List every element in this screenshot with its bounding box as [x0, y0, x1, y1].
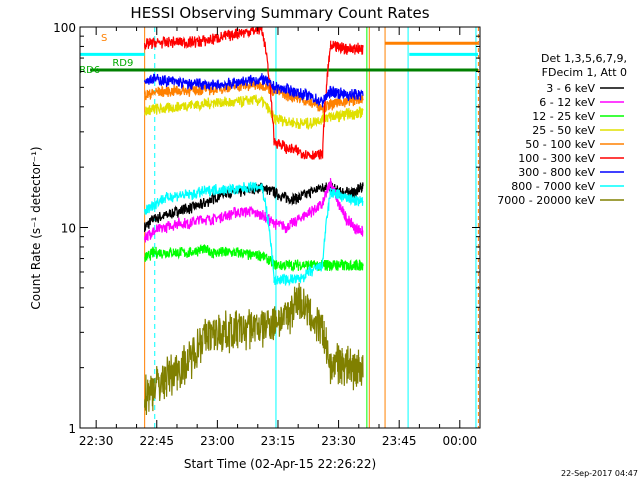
x-tick-label: 22:45 — [139, 434, 174, 448]
legend-entry: 100 - 300 keV — [518, 152, 595, 165]
legend-header: Det 1,3,5,6,7,9, — [541, 52, 627, 65]
plot-annotation: S — [101, 33, 107, 44]
legend-entry: 3 - 6 keV — [546, 82, 595, 95]
timestamp: 22-Sep-2017 04:47 — [561, 469, 638, 478]
x-axis-label: Start Time (02-Apr-15 22:26:22) — [184, 457, 376, 471]
plot-content — [80, 27, 479, 428]
legend-entry: 25 - 50 keV — [532, 124, 595, 137]
x-tick-label: 23:15 — [261, 434, 296, 448]
series-line — [144, 94, 364, 130]
x-tick-label: 22:30 — [79, 434, 114, 448]
plot-annotation: RD9 — [112, 58, 133, 69]
x-tick-label: 23:00 — [200, 434, 235, 448]
legend-entry: 7000 - 20000 keV — [497, 194, 595, 207]
y-tick-label: 100 — [53, 21, 76, 35]
legend-entry: 6 - 12 keV — [539, 96, 595, 109]
legend-entry: 50 - 100 keV — [525, 138, 595, 151]
y-tick-label: 1 — [68, 422, 76, 436]
series-line — [144, 79, 364, 114]
series-line — [144, 27, 364, 160]
legend-entry: 800 - 7000 keV — [511, 180, 595, 193]
plot-annotation: RD6 — [79, 65, 100, 76]
y-axis-label: Count Rate (s⁻¹ detector⁻¹) — [29, 146, 43, 309]
y-tick-label: 10 — [61, 222, 76, 236]
x-tick-label: 23:45 — [382, 434, 417, 448]
legend-entry: 12 - 25 keV — [532, 110, 595, 123]
legend-header: FDecim 1, Att 0 — [542, 66, 627, 79]
chart-title: HESSI Observing Summary Count Rates — [130, 4, 429, 22]
x-tick-label: 23:30 — [321, 434, 356, 448]
series-line — [144, 181, 364, 287]
legend-entry: 300 - 800 keV — [518, 166, 595, 179]
series-line — [144, 73, 364, 108]
series-line — [144, 243, 364, 272]
series-line — [144, 282, 364, 416]
x-tick-label: 00:00 — [443, 434, 478, 448]
